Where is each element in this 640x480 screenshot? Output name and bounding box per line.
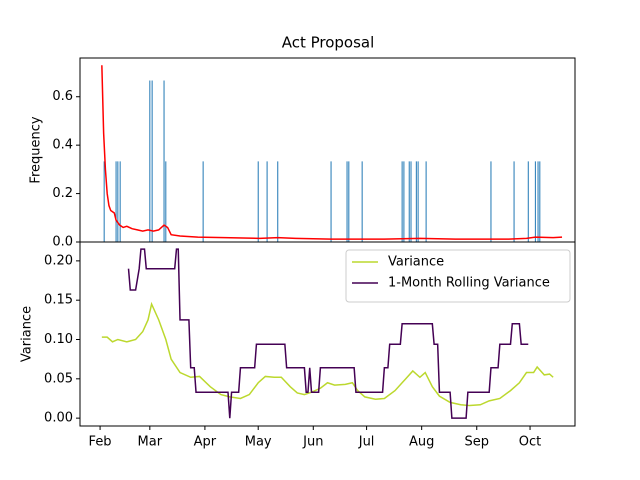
bar [163,80,165,242]
y-tick-label: 0.4 [52,138,73,153]
bar [537,161,539,242]
x-tick-label: Aug [409,435,434,450]
legend-label: 1-Month Rolling Variance [388,276,550,291]
bar [202,161,204,242]
bar [534,161,536,242]
bar [401,161,403,242]
data-line [101,301,554,407]
bar [410,161,412,242]
data-line [101,65,563,240]
bar [115,161,117,242]
bar [403,161,405,242]
bar [539,161,541,242]
data-line [127,248,529,419]
bar [119,161,121,242]
plot-frame [79,57,576,243]
bar [415,161,417,242]
y-tick-label: 0.00 [44,411,73,426]
bar [149,80,151,242]
y-tick-label: 0.05 [44,371,73,386]
x-tick-label: May [245,435,272,450]
y-tick-label: 0.6 [52,89,73,104]
x-tick-label: Apr [194,435,217,450]
y-tick-label: 0.0 [52,235,73,250]
x-tick-label: Jul [358,435,375,450]
bar [346,161,348,242]
y-tick-label: 0.10 [44,332,73,347]
plot-frame [79,241,576,427]
y-tick-label: 0.15 [44,293,73,308]
bar [425,161,427,242]
bar [361,161,363,242]
bar [417,161,419,242]
bar [266,161,268,242]
x-tick-label: Feb [89,435,112,450]
bar [408,161,410,242]
legend-label: Variance [388,255,444,270]
chart-title: Act Proposal [282,34,375,52]
x-tick-label: Jun [302,435,323,450]
bar [527,161,529,242]
y-axis-label: Frequency [29,116,44,183]
bar [117,161,119,242]
legend-box [345,249,571,303]
bar [330,161,332,242]
bar [277,161,279,242]
bar [348,161,350,242]
bar [151,80,153,242]
x-tick-label: Oct [519,435,541,450]
x-tick-label: Sep [464,435,489,450]
y-tick-label: 0.2 [52,186,73,201]
bar [490,161,492,242]
x-tick-label: Mar [138,435,163,450]
y-tick-label: 0.20 [44,253,73,268]
bar [165,161,167,242]
bar [513,161,515,242]
y-axis-label: Variance [20,306,35,362]
bar [257,161,259,242]
bar [103,161,105,242]
